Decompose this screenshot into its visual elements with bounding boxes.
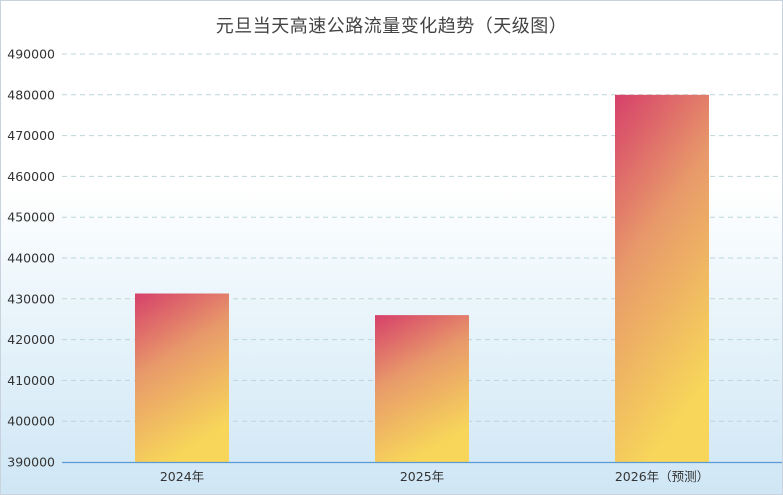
y-tick-label: 450000 bbox=[7, 210, 55, 225]
y-tick-label: 410000 bbox=[7, 373, 55, 388]
y-tick-label: 430000 bbox=[7, 291, 55, 306]
y-axis-ticks: 390000 400000 410000 420000 430000 440000 4500… bbox=[7, 47, 55, 470]
y-tick-label: 460000 bbox=[7, 169, 55, 184]
y-tick-label: 390000 bbox=[7, 455, 55, 470]
bar bbox=[375, 315, 469, 462]
y-tick-label: 470000 bbox=[7, 128, 55, 143]
bar bbox=[615, 94, 709, 463]
chart-title: 元旦当天高速公路流量变化趋势（天级图） bbox=[215, 16, 568, 37]
y-tick-label: 440000 bbox=[7, 251, 55, 266]
x-tick-label: 2026年（预测） bbox=[615, 469, 709, 484]
y-tick-label: 400000 bbox=[7, 414, 55, 429]
x-tick-label: 2025年 bbox=[400, 469, 444, 484]
x-axis-ticks: 2024年 2025年 2026年（预测） bbox=[160, 469, 709, 484]
y-tick-label: 480000 bbox=[7, 87, 55, 102]
x-tick-label: 2024年 bbox=[160, 469, 204, 484]
bars bbox=[135, 94, 709, 463]
y-tick-label: 490000 bbox=[7, 47, 55, 62]
bar bbox=[135, 293, 229, 462]
y-tick-label: 420000 bbox=[7, 332, 55, 347]
